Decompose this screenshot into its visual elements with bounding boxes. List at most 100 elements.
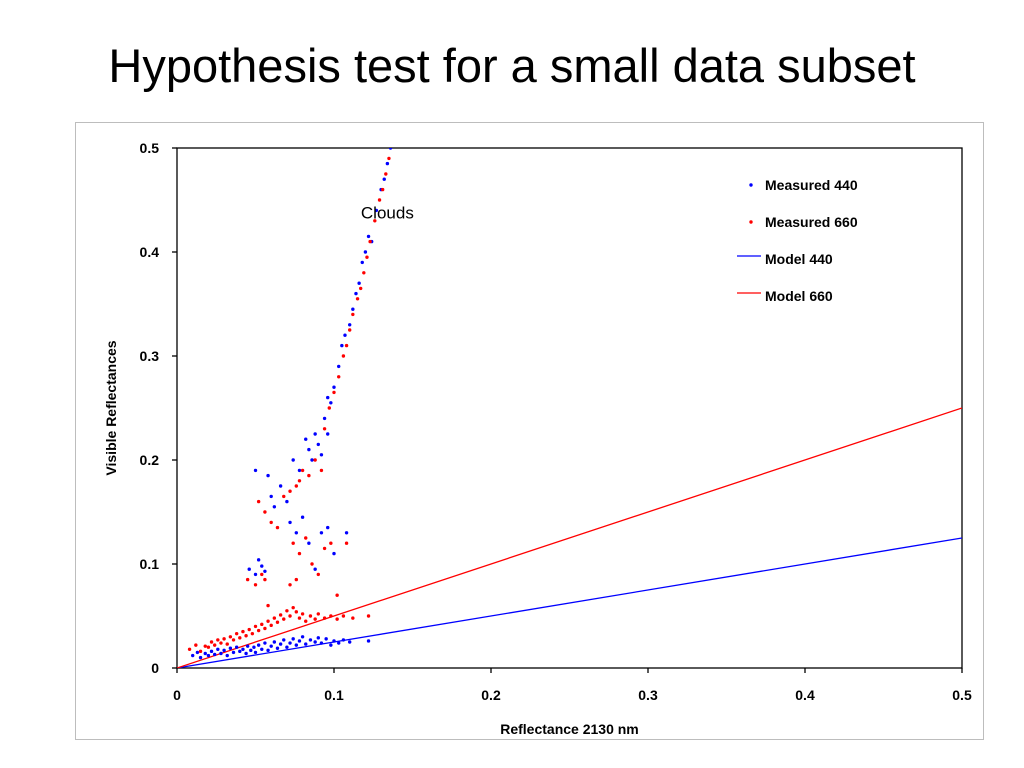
measured-440-point [253,572,258,577]
measured-440-point [297,468,302,473]
measured-660-point [380,187,385,192]
measured-440-point [366,639,371,643]
measured-440-point [319,641,324,645]
measured-440-point [316,636,320,640]
measured-440-point [363,250,368,254]
measured-660-point [245,577,250,582]
measured-660-point [288,489,292,493]
measured-440-point [308,638,313,642]
legend-label-measured-440: Measured 440 [765,177,858,193]
measured-660-point [187,647,192,651]
y-tick-label: 0.5 [140,140,160,156]
x-tick-label: 0.4 [795,687,815,703]
measured-660-point [377,198,382,202]
measured-440-point [374,208,379,213]
measured-660-point [332,390,336,395]
measured-440-point [388,148,393,150]
measured-440-point [266,648,270,653]
measured-660-point [344,343,349,348]
measured-660-point [316,572,320,577]
measured-440-point [260,647,264,651]
measured-660-point [297,479,302,483]
measured-440-point [354,291,358,296]
legend-marker-measured-440 [749,183,753,187]
measured-660-point [300,612,305,616]
measured-660-point [260,622,264,627]
measured-440-point [216,647,220,651]
y-tick-label: 0.1 [140,556,160,572]
measured-660-point [344,541,349,545]
measured-660-point [294,610,299,614]
measured-440-point [247,567,251,571]
measured-440-point [234,645,239,649]
measured-660-point [275,525,280,530]
measured-440-point [337,641,341,645]
measured-440-point [252,645,256,649]
measured-440-point [263,569,267,573]
measured-660-point [304,619,308,623]
measured-660-point [366,614,371,618]
measured-440-point [329,643,333,647]
measured-660-point [244,634,248,638]
measured-440-point [285,499,289,504]
measured-440-point [326,432,330,436]
measured-440-point [313,640,317,644]
measured-660-point [300,468,305,473]
measured-440-point [206,653,211,658]
measured-440-point [245,644,250,648]
measured-440-point [294,531,299,535]
measured-660-point [272,616,277,620]
measured-660-point [322,546,327,551]
measured-660-point [322,427,327,431]
measured-440-point [288,520,292,525]
measured-660-point [222,637,226,641]
measured-440-point [300,515,305,519]
measured-660-point [358,286,363,291]
measured-660-point [341,354,346,358]
measured-660-point [316,612,320,616]
measured-660-point [291,605,295,610]
model-660-line [177,407,962,668]
measured-440-point [319,453,324,457]
measured-660-point [288,614,292,618]
measured-440-point [360,260,364,265]
measured-660-point [329,541,333,545]
measured-660-point [337,375,341,379]
measured-440-point [228,646,233,650]
measured-660-point [256,628,261,633]
measured-440-point [348,323,352,327]
measured-660-point [253,624,258,629]
measured-440-point [385,161,390,166]
measured-440-point [313,432,317,436]
measured-440-point [332,551,336,556]
measured-440-point [249,648,253,653]
measured-440-point [307,541,311,545]
measured-660-point [282,494,286,499]
measured-660-point [269,520,273,525]
measured-660-point [209,640,214,644]
measured-440-point [319,531,324,535]
measured-440-point [304,437,308,441]
measured-660-point [373,219,377,223]
measured-440-point [357,281,361,285]
measured-660-point [278,613,283,617]
measured-660-point [362,271,366,275]
measured-660-point [307,473,311,478]
measured-440-point [203,651,207,656]
slide-title: Hypothesis test for a small data subset [108,39,916,92]
x-tick-label: 0.2 [481,687,501,703]
measured-660-point [351,616,355,620]
measured-440-point [348,640,352,644]
measured-440-point [219,651,223,656]
scatter-chart: 0 0.1 0.2 0.3 0.4 0.5 0 0.1 0.2 0.3 0.4 0.5 Reflecta… [103,140,972,737]
x-tick-label: 0 [173,687,181,703]
measured-660-point [241,629,245,634]
measured-660-point [294,577,299,582]
measured-440-point [231,650,236,655]
measured-440-point [256,643,261,647]
measured-440-point [297,639,302,643]
measured-660-point [355,297,360,301]
measured-660-point [219,641,223,645]
legend-label-measured-660: Measured 660 [765,214,858,230]
measured-660-point [308,614,313,618]
